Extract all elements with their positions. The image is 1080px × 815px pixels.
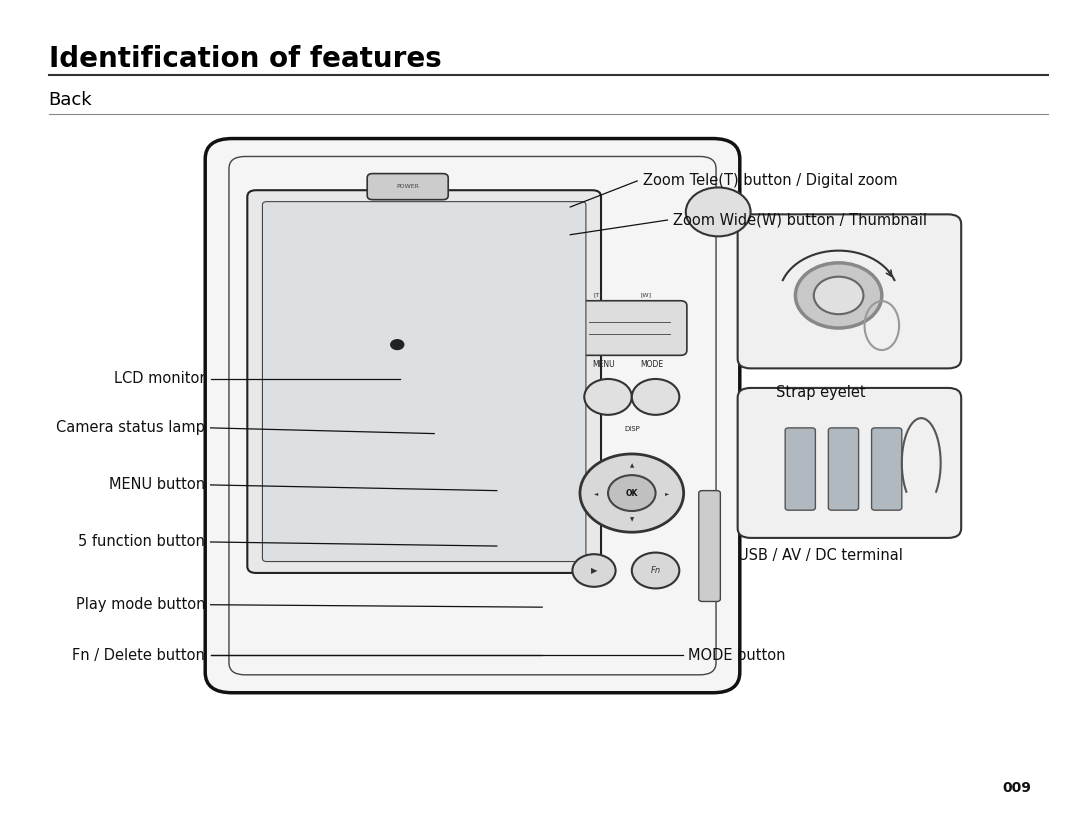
FancyBboxPatch shape xyxy=(738,388,961,538)
Circle shape xyxy=(608,475,656,511)
Text: ▼: ▼ xyxy=(630,518,634,522)
Circle shape xyxy=(632,553,679,588)
Text: Fn / Delete button: Fn / Delete button xyxy=(72,648,205,663)
Text: [W]: [W] xyxy=(640,292,651,297)
Circle shape xyxy=(580,454,684,532)
Circle shape xyxy=(814,276,864,314)
Text: DISP: DISP xyxy=(624,426,639,432)
Text: ⊞: ⊞ xyxy=(591,391,599,401)
FancyBboxPatch shape xyxy=(247,190,600,573)
Text: MENU: MENU xyxy=(592,359,615,368)
Text: LCD monitor: LCD monitor xyxy=(113,372,205,386)
Circle shape xyxy=(632,379,679,415)
Text: Identification of features: Identification of features xyxy=(49,45,442,73)
Text: POWER: POWER xyxy=(396,184,420,189)
Text: ▶: ▶ xyxy=(591,566,597,575)
Text: MODE: MODE xyxy=(640,359,663,368)
FancyBboxPatch shape xyxy=(205,139,740,693)
Circle shape xyxy=(795,262,882,328)
Circle shape xyxy=(391,340,404,350)
FancyBboxPatch shape xyxy=(577,301,687,355)
Text: MENU button: MENU button xyxy=(109,478,205,492)
FancyBboxPatch shape xyxy=(828,428,859,510)
FancyBboxPatch shape xyxy=(872,428,902,510)
FancyBboxPatch shape xyxy=(262,201,585,562)
Text: ◄: ◄ xyxy=(594,491,598,496)
Text: USB / AV / DC terminal: USB / AV / DC terminal xyxy=(739,548,903,562)
FancyBboxPatch shape xyxy=(785,428,815,510)
Text: Strap eyelet: Strap eyelet xyxy=(777,385,865,399)
Text: [T]: [T] xyxy=(594,292,603,297)
Text: ▲: ▲ xyxy=(630,464,634,469)
FancyBboxPatch shape xyxy=(367,174,448,200)
Text: Zoom Tele(T) button / Digital zoom: Zoom Tele(T) button / Digital zoom xyxy=(643,174,897,188)
Text: Back: Back xyxy=(49,91,92,109)
Text: Play mode button: Play mode button xyxy=(76,597,205,612)
Circle shape xyxy=(572,554,616,587)
Text: 009: 009 xyxy=(1002,781,1031,795)
Circle shape xyxy=(584,379,632,415)
FancyBboxPatch shape xyxy=(738,214,961,368)
Text: Zoom Wide(W) button / Thumbnail: Zoom Wide(W) button / Thumbnail xyxy=(673,213,927,227)
Text: ►: ► xyxy=(665,491,670,496)
Text: ⊟: ⊟ xyxy=(632,391,640,401)
FancyBboxPatch shape xyxy=(699,491,720,601)
Text: Camera status lamp: Camera status lamp xyxy=(56,421,205,435)
Text: OK: OK xyxy=(625,488,638,498)
Text: MODE button: MODE button xyxy=(688,648,785,663)
Text: Fn: Fn xyxy=(650,566,661,575)
Circle shape xyxy=(686,187,751,236)
Text: 5 function button: 5 function button xyxy=(79,535,205,549)
